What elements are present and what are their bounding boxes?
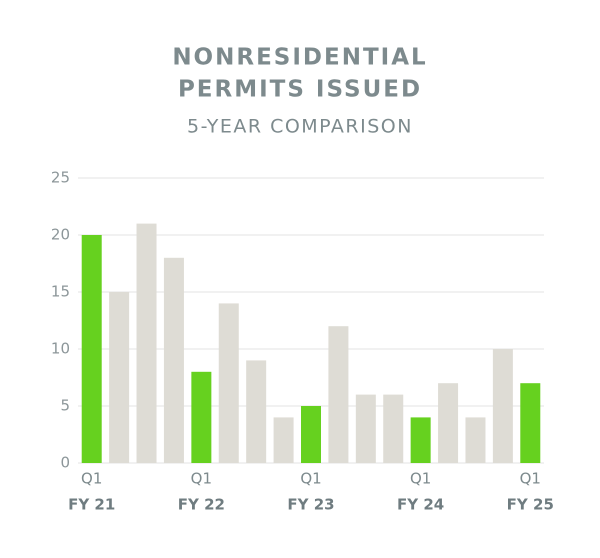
chart-title: PERMITS ISSUED bbox=[178, 77, 422, 103]
bar bbox=[492, 349, 513, 463]
x-group-label: FY 24 bbox=[397, 496, 444, 514]
bar bbox=[191, 371, 212, 463]
x-group-label: FY 23 bbox=[287, 496, 334, 514]
y-tick-label: 10 bbox=[51, 340, 70, 358]
bar bbox=[410, 417, 431, 463]
bar bbox=[465, 417, 486, 463]
x-tick-label: Q1 bbox=[81, 470, 102, 488]
bar bbox=[438, 383, 459, 463]
chart-subtitle: 5-YEAR COMPARISON bbox=[187, 116, 413, 138]
bar bbox=[273, 417, 294, 463]
y-tick-label: 0 bbox=[60, 454, 70, 472]
bar bbox=[218, 303, 239, 463]
x-group-label: FY 21 bbox=[68, 496, 115, 514]
y-tick-label: 5 bbox=[60, 397, 70, 415]
bar bbox=[328, 326, 349, 463]
x-tick-label: Q1 bbox=[520, 470, 541, 488]
bar bbox=[163, 257, 184, 463]
bar bbox=[109, 292, 130, 463]
x-group-label: FY 22 bbox=[178, 496, 225, 514]
bar bbox=[355, 394, 376, 463]
x-tick-label: Q1 bbox=[300, 470, 321, 488]
bar bbox=[246, 360, 267, 463]
chart-title: NONRESIDENTIAL bbox=[172, 45, 427, 71]
bar bbox=[136, 223, 157, 463]
bar bbox=[81, 235, 102, 463]
y-tick-label: 20 bbox=[51, 226, 70, 244]
y-tick-label: 15 bbox=[51, 283, 70, 301]
y-tick-label: 25 bbox=[51, 169, 70, 187]
bar bbox=[383, 394, 404, 463]
x-group-label: FY 25 bbox=[507, 496, 554, 514]
bar bbox=[301, 406, 321, 463]
x-tick-label: Q1 bbox=[410, 470, 431, 488]
bar bbox=[520, 383, 541, 463]
x-tick-label: Q1 bbox=[191, 470, 212, 488]
